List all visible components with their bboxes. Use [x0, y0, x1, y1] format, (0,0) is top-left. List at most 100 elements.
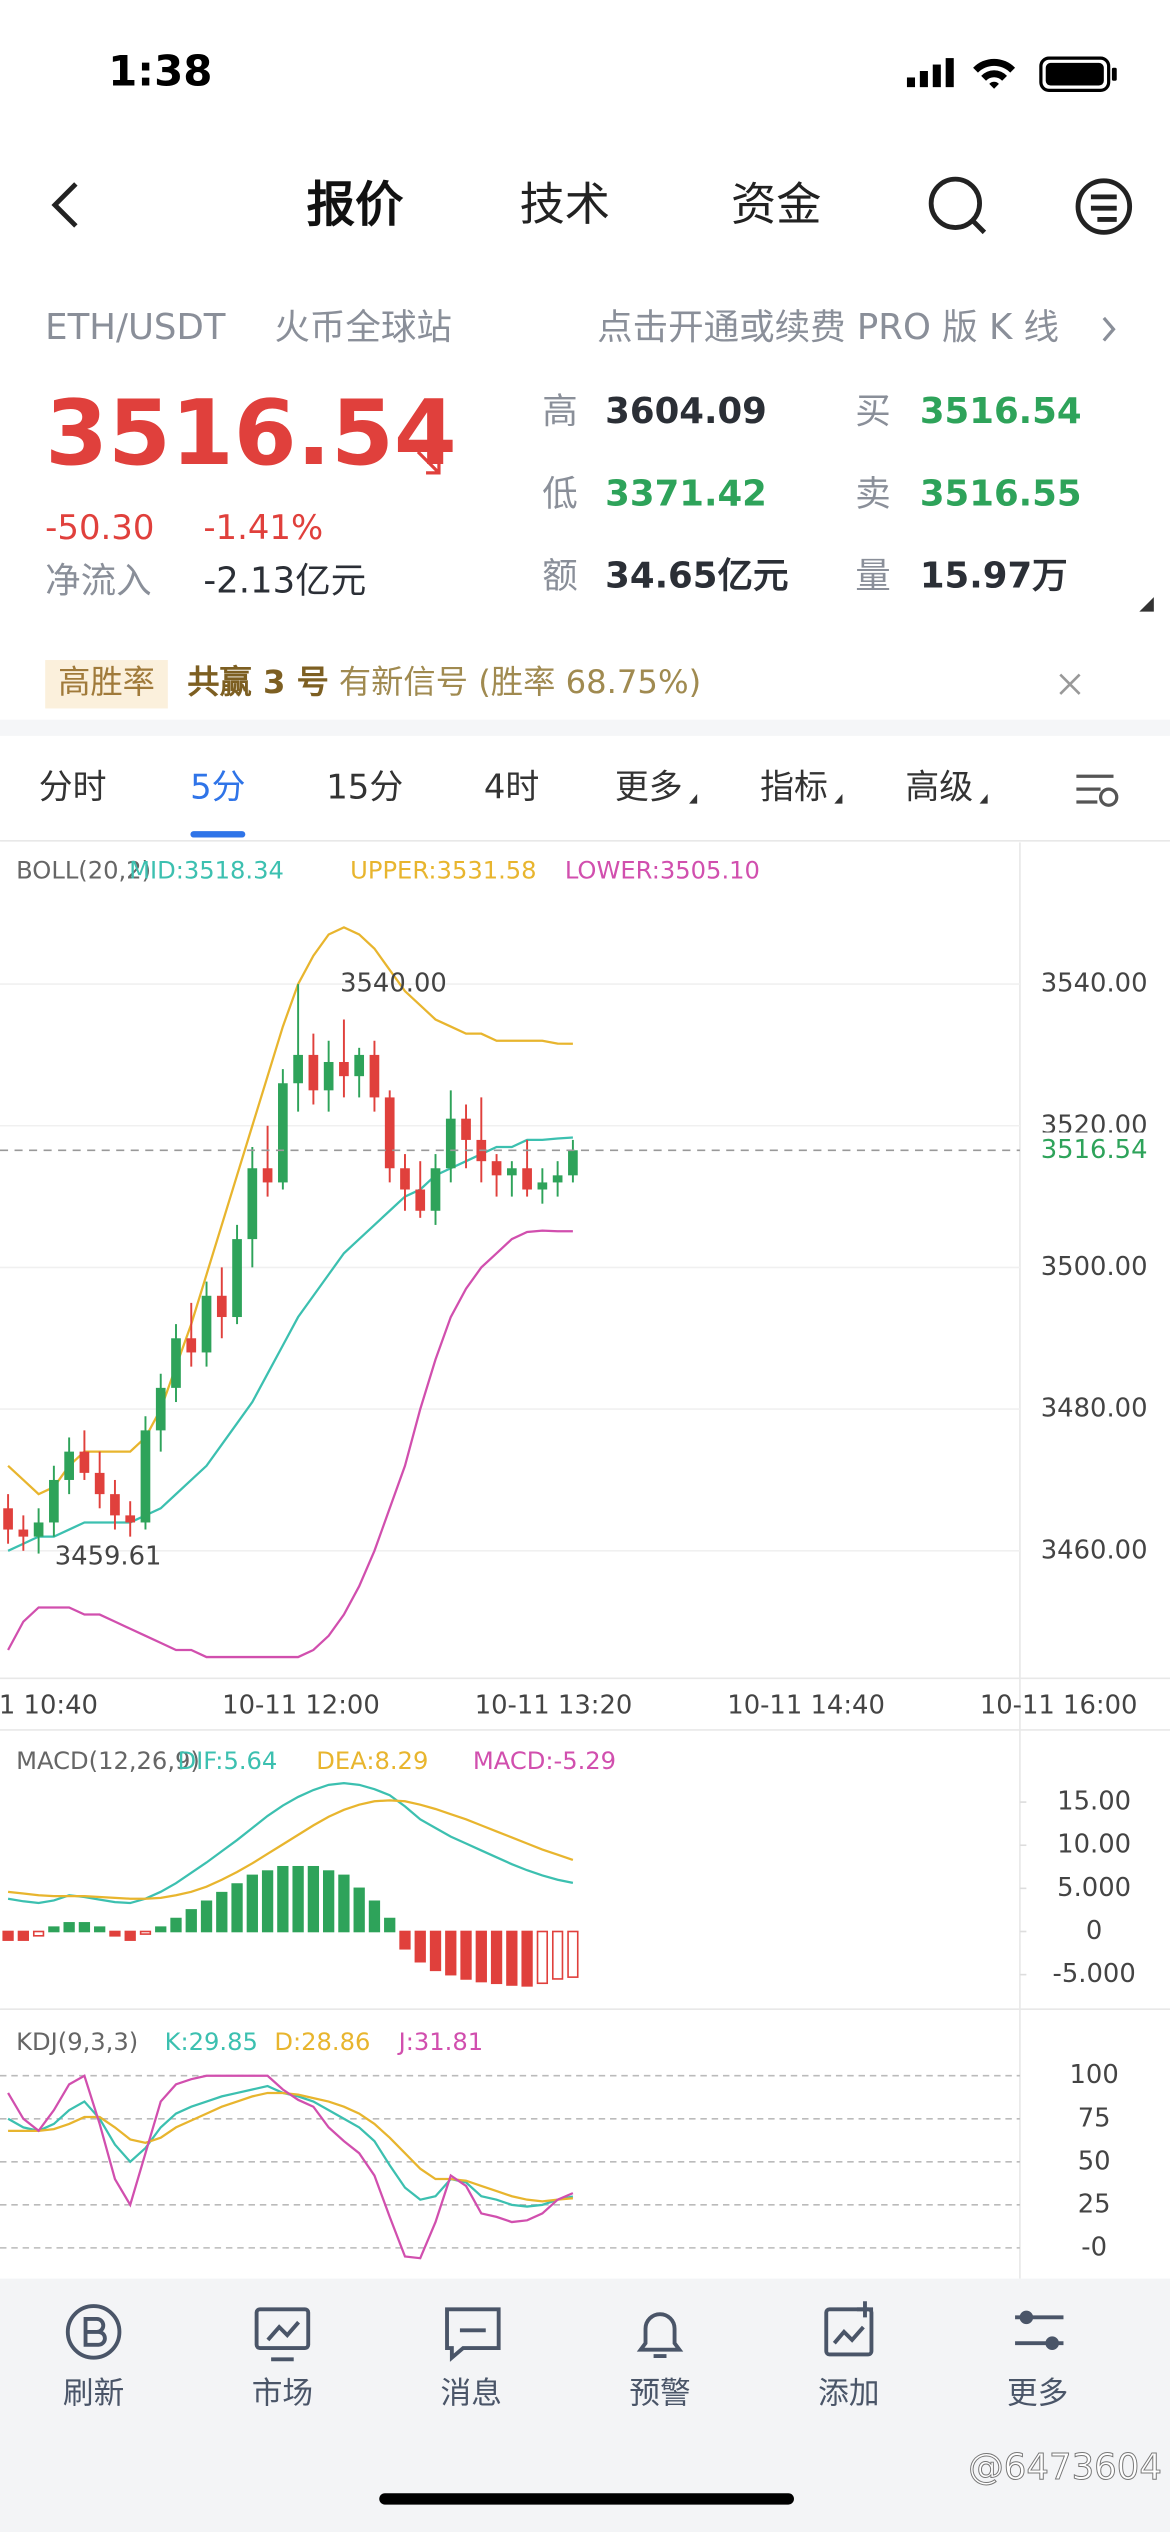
net-flow-label: 净流入: [45, 561, 152, 602]
legend-entry: LOWER:3505.10: [565, 856, 760, 884]
indicator-line: [7, 1781, 574, 1905]
y-tick-label: 50: [1078, 2146, 1111, 2176]
macd-bar: [475, 1930, 487, 1983]
indicator-line: [7, 2074, 574, 2260]
search-button[interactable]: [928, 176, 987, 235]
price-change-pct: -1.41%: [203, 508, 323, 547]
expand-corner: [1139, 597, 1154, 612]
interval-tab[interactable]: 更多: [615, 768, 683, 807]
dropdown-caret: [689, 793, 698, 804]
candle-body: [384, 1097, 395, 1169]
y-tick-label: 5.000: [1057, 1873, 1131, 1903]
stat-label: 低: [542, 473, 578, 514]
candle-body: [262, 1168, 273, 1183]
stat-value: 34.65亿元: [605, 556, 788, 597]
macd-bar: [48, 1926, 60, 1933]
macd-bar: [460, 1930, 472, 1980]
banner-name[interactable]: 共赢 3 号: [187, 663, 329, 701]
nav-label[interactable]: 刷新: [63, 2376, 124, 2411]
legend-entry: MACD:-5.29: [473, 1747, 616, 1775]
candle-body: [491, 1161, 502, 1176]
down-arrow: [416, 450, 441, 475]
nav-label[interactable]: 消息: [441, 2376, 502, 2411]
exchange: 火币全球站: [274, 307, 452, 348]
macd-bar: [109, 1930, 121, 1937]
candle-body: [323, 1061, 334, 1091]
macd-bar: [506, 1930, 518, 1986]
macd-bar: [94, 1926, 106, 1933]
x-tick-label: 10-11 12:00: [222, 1690, 380, 1720]
y-tick-label: -0: [1081, 2232, 1107, 2262]
nav-tab[interactable]: 报价: [307, 177, 404, 233]
candle-body: [339, 1061, 349, 1077]
candle-body: [3, 1508, 13, 1530]
legend-entry: MID:3518.34: [129, 856, 284, 884]
charts: 1 10:40 10-11 12:00 10-11 13:20 10-11 14:40…: [0, 842, 1170, 2279]
stat-label: 买: [855, 391, 891, 432]
candle-body: [18, 1529, 29, 1537]
stat-value: 15.97万: [920, 556, 1068, 597]
macd-bar: [32, 1930, 45, 1937]
candle-body: [568, 1150, 578, 1176]
nav-tab[interactable]: 资金: [731, 178, 821, 231]
x-tick-label: 10-11 16:00: [980, 1690, 1138, 1720]
menu-button[interactable]: [1075, 178, 1133, 235]
macd-bar: [78, 1922, 91, 1933]
macd-bar: [368, 1900, 381, 1933]
pro-promo[interactable]: 点击开通或续费 PRO 版 K 线: [597, 307, 1059, 348]
active-underline: [190, 831, 246, 838]
watermark: @6473604: [968, 2447, 1162, 2488]
status-time: 1:38: [108, 47, 212, 96]
interval-tab[interactable]: 分时: [39, 768, 107, 807]
extreme-label: 3540.00: [340, 969, 447, 999]
chart-settings[interactable]: [1076, 774, 1119, 807]
stat-value: 3604.09: [605, 391, 767, 432]
nav-tab[interactable]: 技术: [520, 178, 610, 231]
candle-body: [64, 1451, 74, 1480]
banner-close[interactable]: [1059, 673, 1081, 695]
chevron: [1102, 316, 1116, 342]
macd-bar: [399, 1930, 411, 1950]
x-tick-label: 10-11 14:40: [727, 1690, 885, 1720]
indicator-title: BOLL(20,2): [16, 856, 151, 884]
banner-text[interactable]: 有新信号 (胜率 68.75%): [339, 663, 701, 701]
candle-body: [369, 1054, 380, 1098]
indicator-line: [7, 1799, 574, 1900]
candle-body: [33, 1522, 44, 1537]
macd-bar: [200, 1900, 213, 1933]
candle-body: [125, 1515, 136, 1523]
x-tick-label: 10-11 13:20: [475, 1690, 633, 1720]
indicator-title: KDJ(9,3,3): [16, 2028, 138, 2056]
candle-body: [49, 1479, 59, 1523]
macd-bar: [323, 1870, 335, 1933]
interval-tab[interactable]: 15分: [326, 768, 403, 807]
interval-tab[interactable]: 5分: [190, 768, 245, 807]
indicator-line: [7, 926, 573, 1496]
candle-body: [171, 1338, 181, 1388]
interval-tab[interactable]: 4时: [484, 768, 539, 807]
back-button[interactable]: [51, 182, 78, 228]
y-tick-label: 0: [1086, 1916, 1102, 1946]
macd-bar: [490, 1930, 503, 1985]
interval-tab[interactable]: 指标: [760, 768, 828, 807]
nav-label[interactable]: 添加: [818, 2376, 879, 2411]
candle-body: [232, 1239, 242, 1318]
candle-body: [94, 1472, 105, 1495]
nav-label[interactable]: 预警: [629, 2376, 690, 2411]
stat-value: 3516.54: [920, 391, 1082, 432]
macd-bar: [536, 1930, 549, 1985]
extreme-label: 3459.61: [55, 1541, 162, 1571]
candle-body: [400, 1168, 410, 1190]
interval-tab[interactable]: 高级: [905, 768, 973, 807]
interval-tabs: 分时 5分 15分 4时 更多 指标 高级: [39, 768, 988, 838]
legend-entry: DEA:8.29: [316, 1747, 428, 1775]
candle-body: [293, 1054, 303, 1084]
net-flow: -2.13亿元: [203, 561, 366, 602]
nav-label[interactable]: 更多: [1007, 2376, 1068, 2411]
nav-label[interactable]: 市场: [252, 2376, 313, 2411]
macd-bar: [261, 1870, 274, 1933]
candle-body: [201, 1295, 212, 1353]
candle-body: [278, 1083, 288, 1183]
macd-bar: [567, 1930, 579, 1978]
